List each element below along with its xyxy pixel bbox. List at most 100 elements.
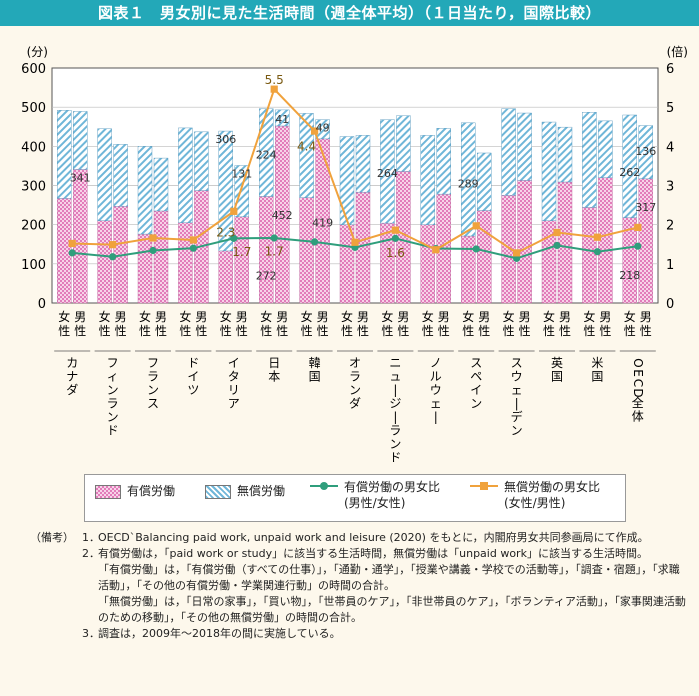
bar-paid <box>582 207 597 304</box>
gender-label: 男 <box>357 310 369 324</box>
bar-unpaid <box>218 130 234 252</box>
note-text: OECD`Balancing paid work, unpaid work an… <box>98 531 649 544</box>
y-right-axis-label: (倍) <box>667 44 688 59</box>
gender-label: 男 <box>115 310 127 324</box>
country-char: ィ <box>107 370 119 384</box>
country-char: ラ <box>147 370 159 384</box>
country-char: 本 <box>268 370 280 384</box>
note-num: 1． <box>82 531 100 544</box>
bar-unpaid <box>113 144 128 207</box>
unpaid-ratio-point <box>109 241 117 249</box>
country-char: ド <box>107 424 119 438</box>
paid-ratio-point <box>513 254 521 262</box>
y-left-tick-label: 300 <box>21 180 46 195</box>
bar-paid <box>557 181 573 304</box>
notes-head: （備考） <box>30 531 74 544</box>
paid-ratio-point <box>109 253 117 261</box>
bar-unpaid <box>57 110 72 199</box>
legend-paid-swatch <box>95 485 121 499</box>
gender-label: 性 <box>195 324 207 338</box>
gender-label: 性 <box>559 324 571 338</box>
country-char: ウ <box>511 370 523 384</box>
country-char: イ <box>228 356 240 370</box>
unpaid-ratio-point <box>149 234 157 242</box>
gender-label: 女 <box>624 309 636 324</box>
gender-label: 性 <box>397 324 409 338</box>
country-char: イ <box>187 370 199 384</box>
gender-label: 女 <box>503 309 515 324</box>
y-right-tick-label: 0 <box>666 297 674 312</box>
data-label: 1.7 <box>232 245 251 259</box>
gender-label: 女 <box>179 309 191 324</box>
country-char: デ <box>511 409 523 424</box>
bar-unpaid <box>72 111 88 170</box>
gender-label: 女 <box>543 309 555 324</box>
bar-unpaid <box>622 114 637 218</box>
bar-paid <box>420 224 435 304</box>
grid-lines <box>51 67 659 304</box>
gender-label: 女 <box>99 309 111 324</box>
country-char: E <box>631 369 645 377</box>
figure-title: 図表１ 男女別に見た生活時間（週全体平均）（１日当たり，国際比較） <box>0 0 699 26</box>
country-char: D <box>631 388 645 397</box>
country-char: フ <box>107 356 119 370</box>
unpaid-ratio-point <box>472 222 480 230</box>
bar-paid <box>97 220 112 304</box>
unpaid-ratio-point <box>634 223 642 232</box>
bar-unpaid <box>598 120 613 178</box>
gender-label: 男 <box>317 310 329 324</box>
gender-label: 女 <box>260 309 272 324</box>
country-char: | <box>393 383 397 397</box>
data-label: 264 <box>377 167 398 180</box>
country-char: ラ <box>349 370 361 384</box>
bar-paid <box>299 197 314 304</box>
legend-paid-ratio-line <box>310 479 338 493</box>
gender-label: 性 <box>260 324 272 338</box>
legend-unpaid-swatch <box>205 485 231 499</box>
data-label: 41 <box>275 113 289 126</box>
data-label: 5.5 <box>265 73 284 87</box>
y-right-tick-label: 5 <box>666 101 674 116</box>
country-char: ラ <box>389 424 401 438</box>
unpaid-ratio-point <box>553 228 561 237</box>
unpaid-ratio-point <box>513 249 521 257</box>
country-char: ン <box>107 410 119 424</box>
gender-label: 男 <box>74 310 86 324</box>
bar-paid <box>57 198 72 304</box>
country-char: フ <box>147 356 159 370</box>
gender-label: 男 <box>640 310 652 324</box>
data-label: 452 <box>272 209 293 222</box>
unpaid-ratio-point <box>270 85 278 93</box>
bar-unpaid <box>557 126 573 183</box>
country-char: ン <box>147 383 159 397</box>
data-label: 4.4 <box>297 139 316 153</box>
bar-paid <box>72 169 88 304</box>
bar-unpaid <box>517 112 532 181</box>
country-char: 体 <box>632 410 644 424</box>
country-char: O <box>631 358 645 367</box>
note-text: 調査は，2009年～2018年の間に実施している。 <box>98 627 341 640</box>
y-right-tick-label: 3 <box>666 180 674 195</box>
legend-unpaid-ratio-label1: 無償労働の男女比 <box>504 480 601 494</box>
note-2-sub2: 「無償労働」は，「日常の家事」，「買い物」，「世帯員のケア」，「非世帯員のケア」… <box>98 595 686 624</box>
data-label: 272 <box>256 270 277 283</box>
gender-label: 男 <box>438 310 450 324</box>
note-2-sub1: 「有償労働」は，「有償労働（すべての仕事）」，「通勤・通学」，「授業や講義・学校… <box>98 563 680 592</box>
gender-label: 性 <box>99 324 111 338</box>
unpaid-ratio-point <box>311 127 319 135</box>
paid-ratio-point <box>230 234 238 242</box>
gender-label: 性 <box>462 324 474 338</box>
bar-paid <box>517 180 532 304</box>
y-left-tick-label: 100 <box>21 258 46 273</box>
bar-unpaid <box>153 157 169 212</box>
unpaid-ratio-point <box>230 207 238 215</box>
gender-label: 性 <box>478 324 490 338</box>
country-char: タ <box>228 370 240 384</box>
y-right-tick-label: 2 <box>666 219 674 234</box>
legend-paid-ratio: 有償労働の男女比 (男性/女性) <box>310 479 440 511</box>
country-char: ダ <box>349 396 361 411</box>
country-char: ュ <box>389 370 401 384</box>
data-labels: 341 306 131 2.3 1.7 5.5 224 41 452 1.7 272 4.449 419… <box>70 73 657 283</box>
unpaid-ratio-point <box>593 233 601 241</box>
note-num: 2． <box>82 547 100 560</box>
